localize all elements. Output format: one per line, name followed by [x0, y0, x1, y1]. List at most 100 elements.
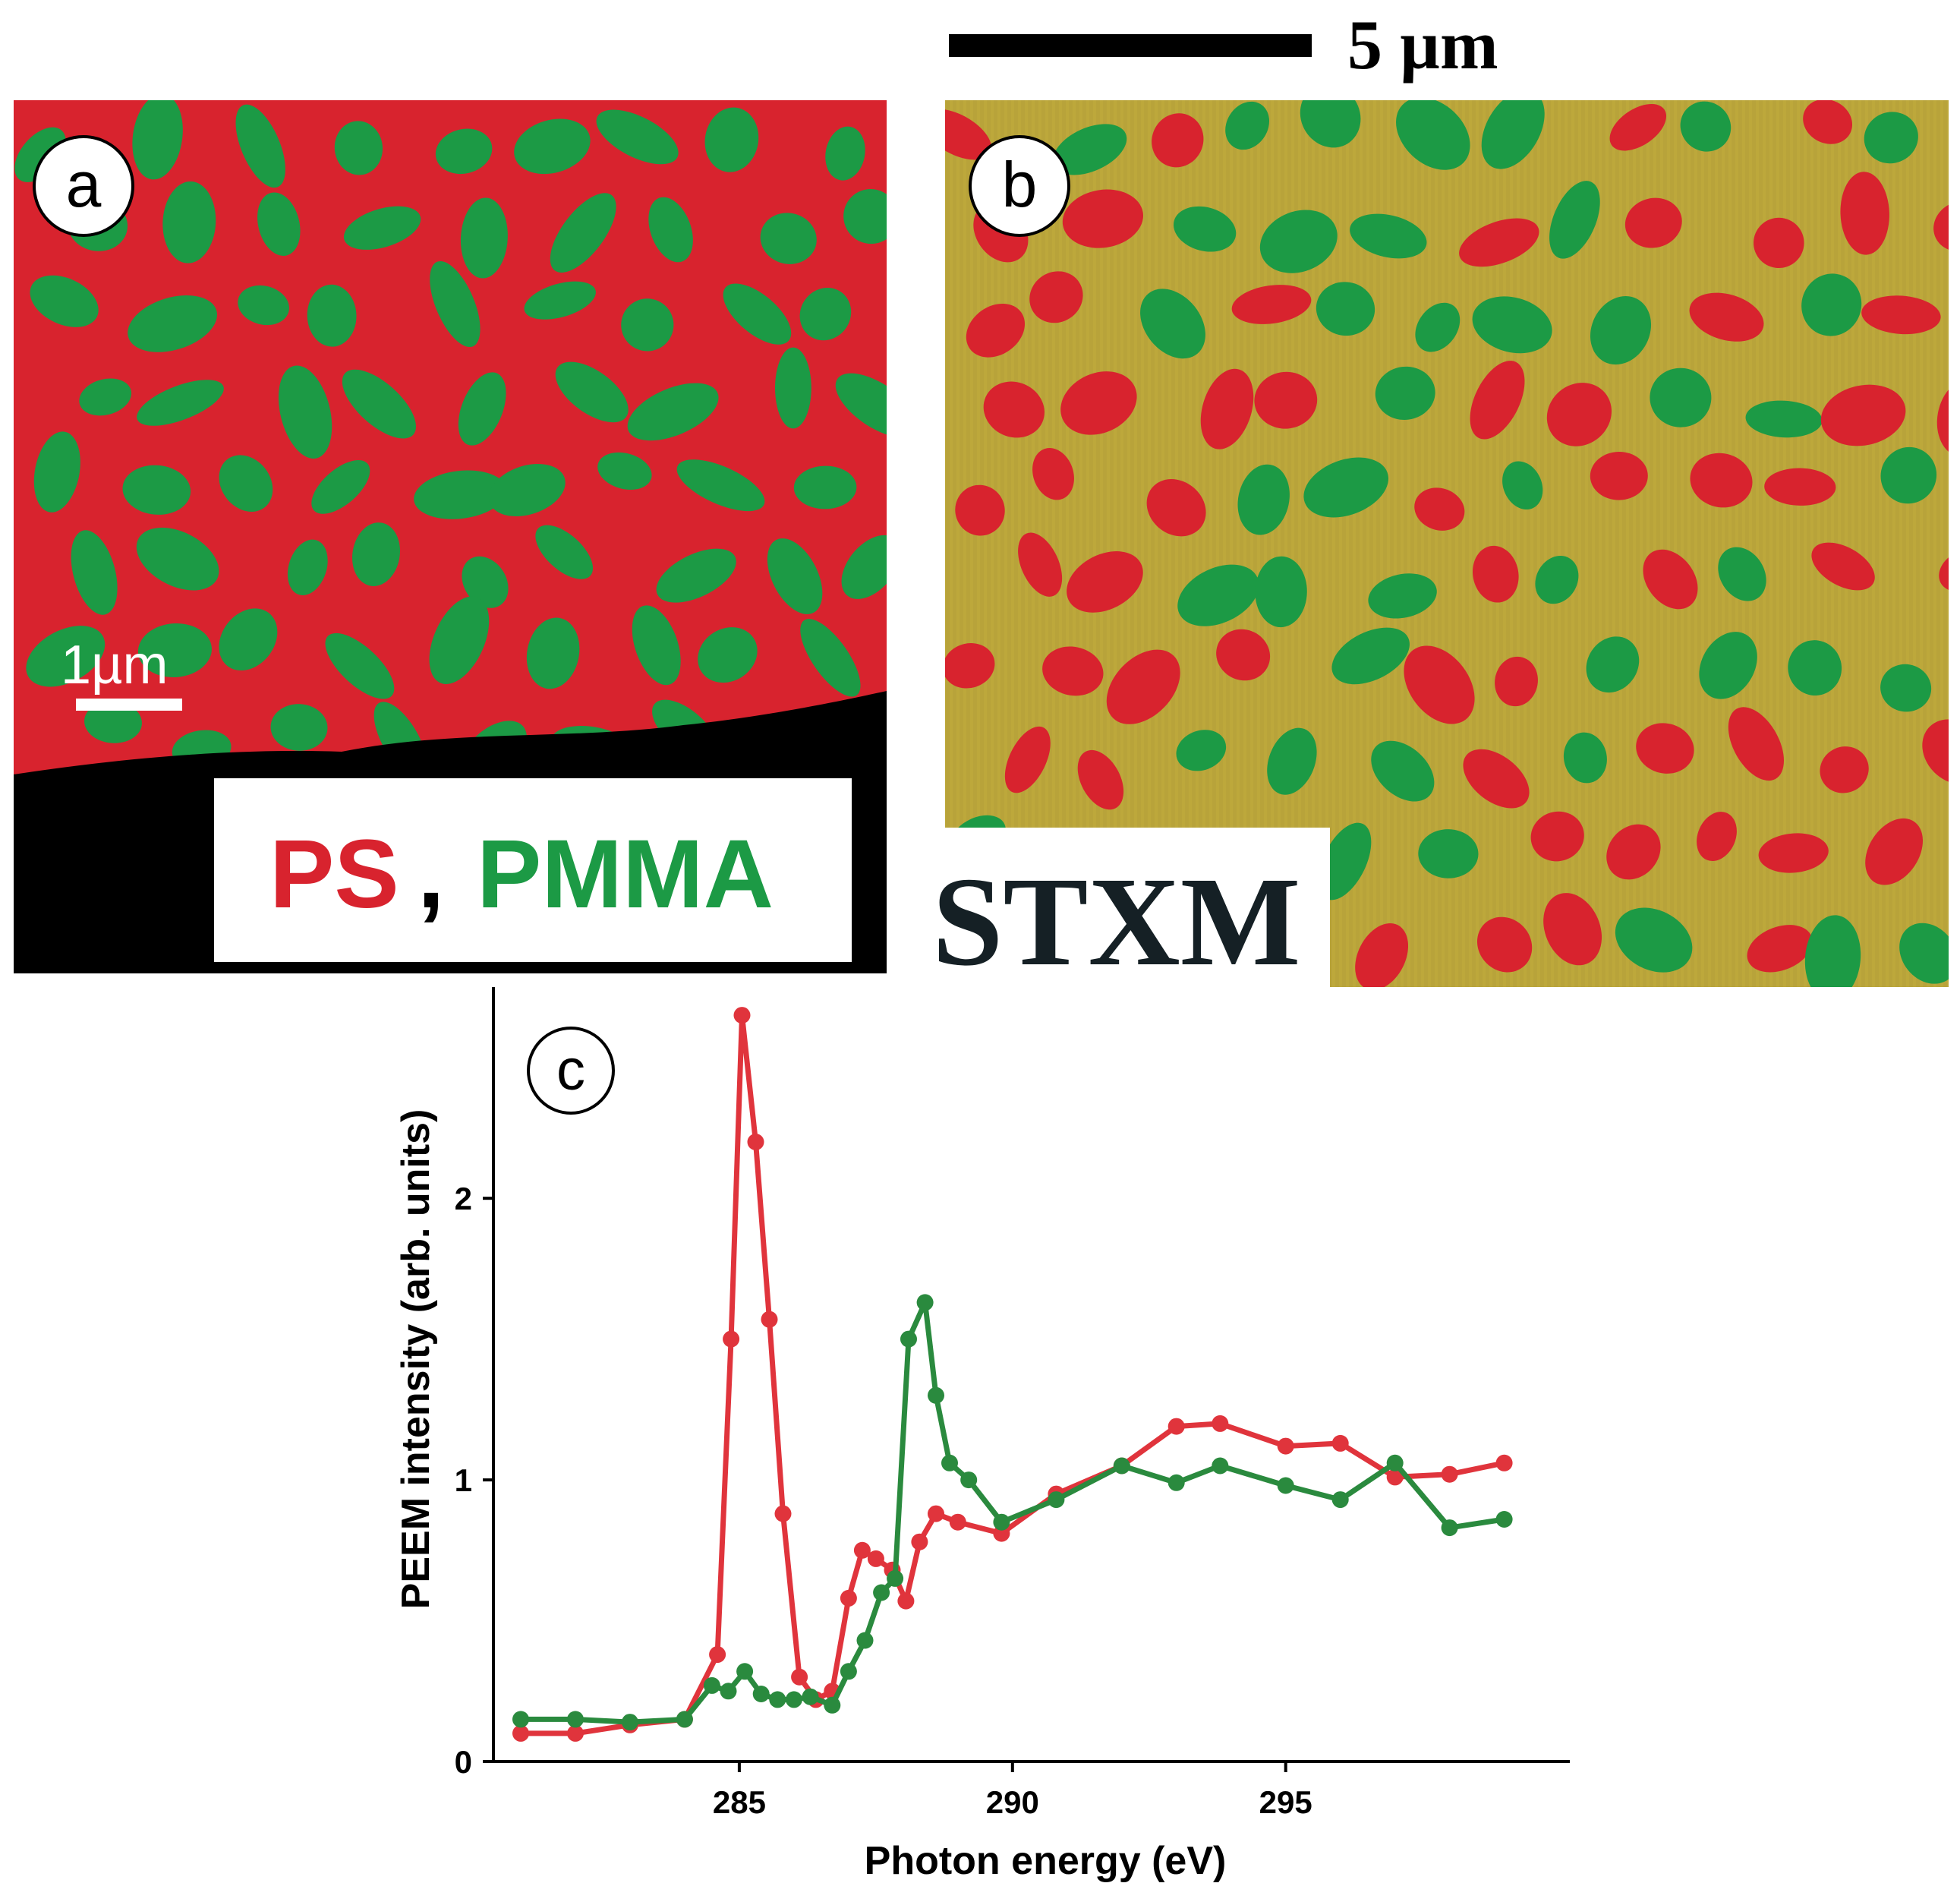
ps-domain — [1029, 271, 1083, 323]
pmma-domain — [656, 548, 736, 603]
pmma-domain — [676, 459, 765, 512]
ps-domain — [1865, 818, 1923, 885]
ps-domain — [1470, 361, 1525, 440]
pmma-domain — [1804, 915, 1861, 987]
series-2-point — [941, 1454, 958, 1471]
ps-domain — [1803, 100, 1853, 144]
ps-domain — [1747, 925, 1813, 973]
pmma-domain — [342, 369, 417, 439]
ps-domain — [1840, 172, 1889, 255]
ps-domain — [1764, 468, 1836, 506]
ps-domain — [1922, 719, 1949, 784]
pmma-domain — [429, 596, 490, 684]
pmma-domain — [760, 213, 817, 264]
pmma-domain — [352, 522, 400, 587]
series-2-point — [900, 1330, 917, 1348]
ps-domain — [1690, 453, 1753, 508]
ps-domain — [1820, 746, 1869, 793]
ps-domain — [1495, 656, 1538, 707]
series-1-point — [733, 1007, 751, 1024]
series-1-point — [1495, 1454, 1513, 1471]
ps-domain — [1463, 749, 1530, 809]
pmma-domain — [278, 365, 332, 459]
ps-domain — [1106, 649, 1180, 724]
pmma-domain — [1140, 289, 1205, 359]
panel-b-label: b — [1002, 149, 1038, 220]
panel-c-label-circle — [527, 1027, 615, 1115]
pmma-domain — [843, 189, 887, 244]
pmma-domain — [1535, 555, 1579, 604]
panel-c-label: c — [556, 1038, 585, 1102]
y-tick-label: 2 — [455, 1181, 472, 1216]
pmma-domain — [219, 608, 278, 671]
series-1-point — [840, 1589, 857, 1607]
pmma-domain — [1396, 100, 1470, 170]
pmma-domain — [1371, 740, 1435, 802]
series-2-point — [887, 1569, 904, 1587]
pmma-domain — [137, 623, 212, 677]
panel-a: PS , PMMA a 1µm — [14, 100, 887, 973]
pmma-domain — [1300, 100, 1361, 148]
series-2-point — [1048, 1491, 1065, 1509]
pmma-domain — [137, 380, 224, 426]
pmma-domain — [136, 527, 219, 591]
series-1-point — [853, 1541, 871, 1559]
pmma-domain — [1563, 732, 1607, 784]
pmma-domain — [1586, 636, 1640, 693]
pmma-domain — [825, 126, 865, 181]
pmma-domain — [1650, 367, 1712, 427]
pmma-domain — [1549, 181, 1600, 259]
ps-domain — [983, 381, 1045, 438]
pmma-domain — [1176, 730, 1227, 771]
pmma-domain — [596, 109, 679, 165]
panel-a-legend-separator: , — [418, 820, 445, 929]
pmma-domain — [311, 460, 370, 514]
ps-domain — [1697, 812, 1737, 862]
pmma-domain — [1415, 302, 1461, 352]
pmma-domain — [84, 701, 142, 743]
pmma-domain — [132, 100, 183, 180]
pmma-domain — [1590, 296, 1652, 365]
top-scale-label: 5 µm — [1347, 6, 1498, 84]
series-2-point — [916, 1294, 934, 1311]
ps-domain — [1606, 824, 1661, 880]
pmma-domain — [1368, 573, 1437, 619]
series-1-point — [897, 1592, 915, 1610]
pmma-domain — [414, 470, 507, 519]
pmma-domain — [550, 193, 616, 273]
ps-domain — [1609, 103, 1667, 151]
ps-domain — [1216, 629, 1271, 681]
series-2-point — [1495, 1511, 1513, 1528]
pmma-domain — [1177, 564, 1259, 626]
series-2-point — [785, 1691, 802, 1708]
ps-domain — [1062, 189, 1143, 248]
pmma-domain — [287, 539, 328, 595]
pmma-domain — [1318, 822, 1372, 901]
pmma-domain — [122, 465, 191, 515]
chart-y-axis-label: PEEM intensity (arb. units) — [394, 1109, 438, 1610]
series-1-point — [791, 1668, 808, 1686]
y-tick-label: 1 — [455, 1462, 472, 1498]
pmma-domain — [535, 525, 594, 579]
series-1-point — [747, 1134, 764, 1150]
pmma-domain — [1502, 461, 1543, 510]
ps-domain — [1404, 645, 1475, 724]
pmma-domain — [1418, 829, 1479, 878]
panel-a-legend-pmma: PMMA — [477, 820, 774, 929]
pmma-domain — [1880, 664, 1932, 712]
pmma-domain — [1899, 923, 1949, 984]
pmma-domain — [488, 464, 566, 516]
ps-domain — [1636, 723, 1694, 774]
series-1-point — [1441, 1465, 1458, 1483]
pmma-domain — [1316, 282, 1375, 336]
series-1-point — [1212, 1415, 1229, 1432]
pmma-domain — [514, 118, 591, 175]
pmma-domain — [1680, 101, 1732, 152]
pmma-domain — [835, 373, 887, 438]
pmma-domain — [841, 535, 887, 599]
series-2-point — [1212, 1457, 1229, 1475]
ps-domain — [1728, 707, 1784, 781]
pmma-domain — [1267, 727, 1317, 795]
pmma-domain — [270, 704, 328, 751]
pmma-domain — [793, 465, 857, 509]
